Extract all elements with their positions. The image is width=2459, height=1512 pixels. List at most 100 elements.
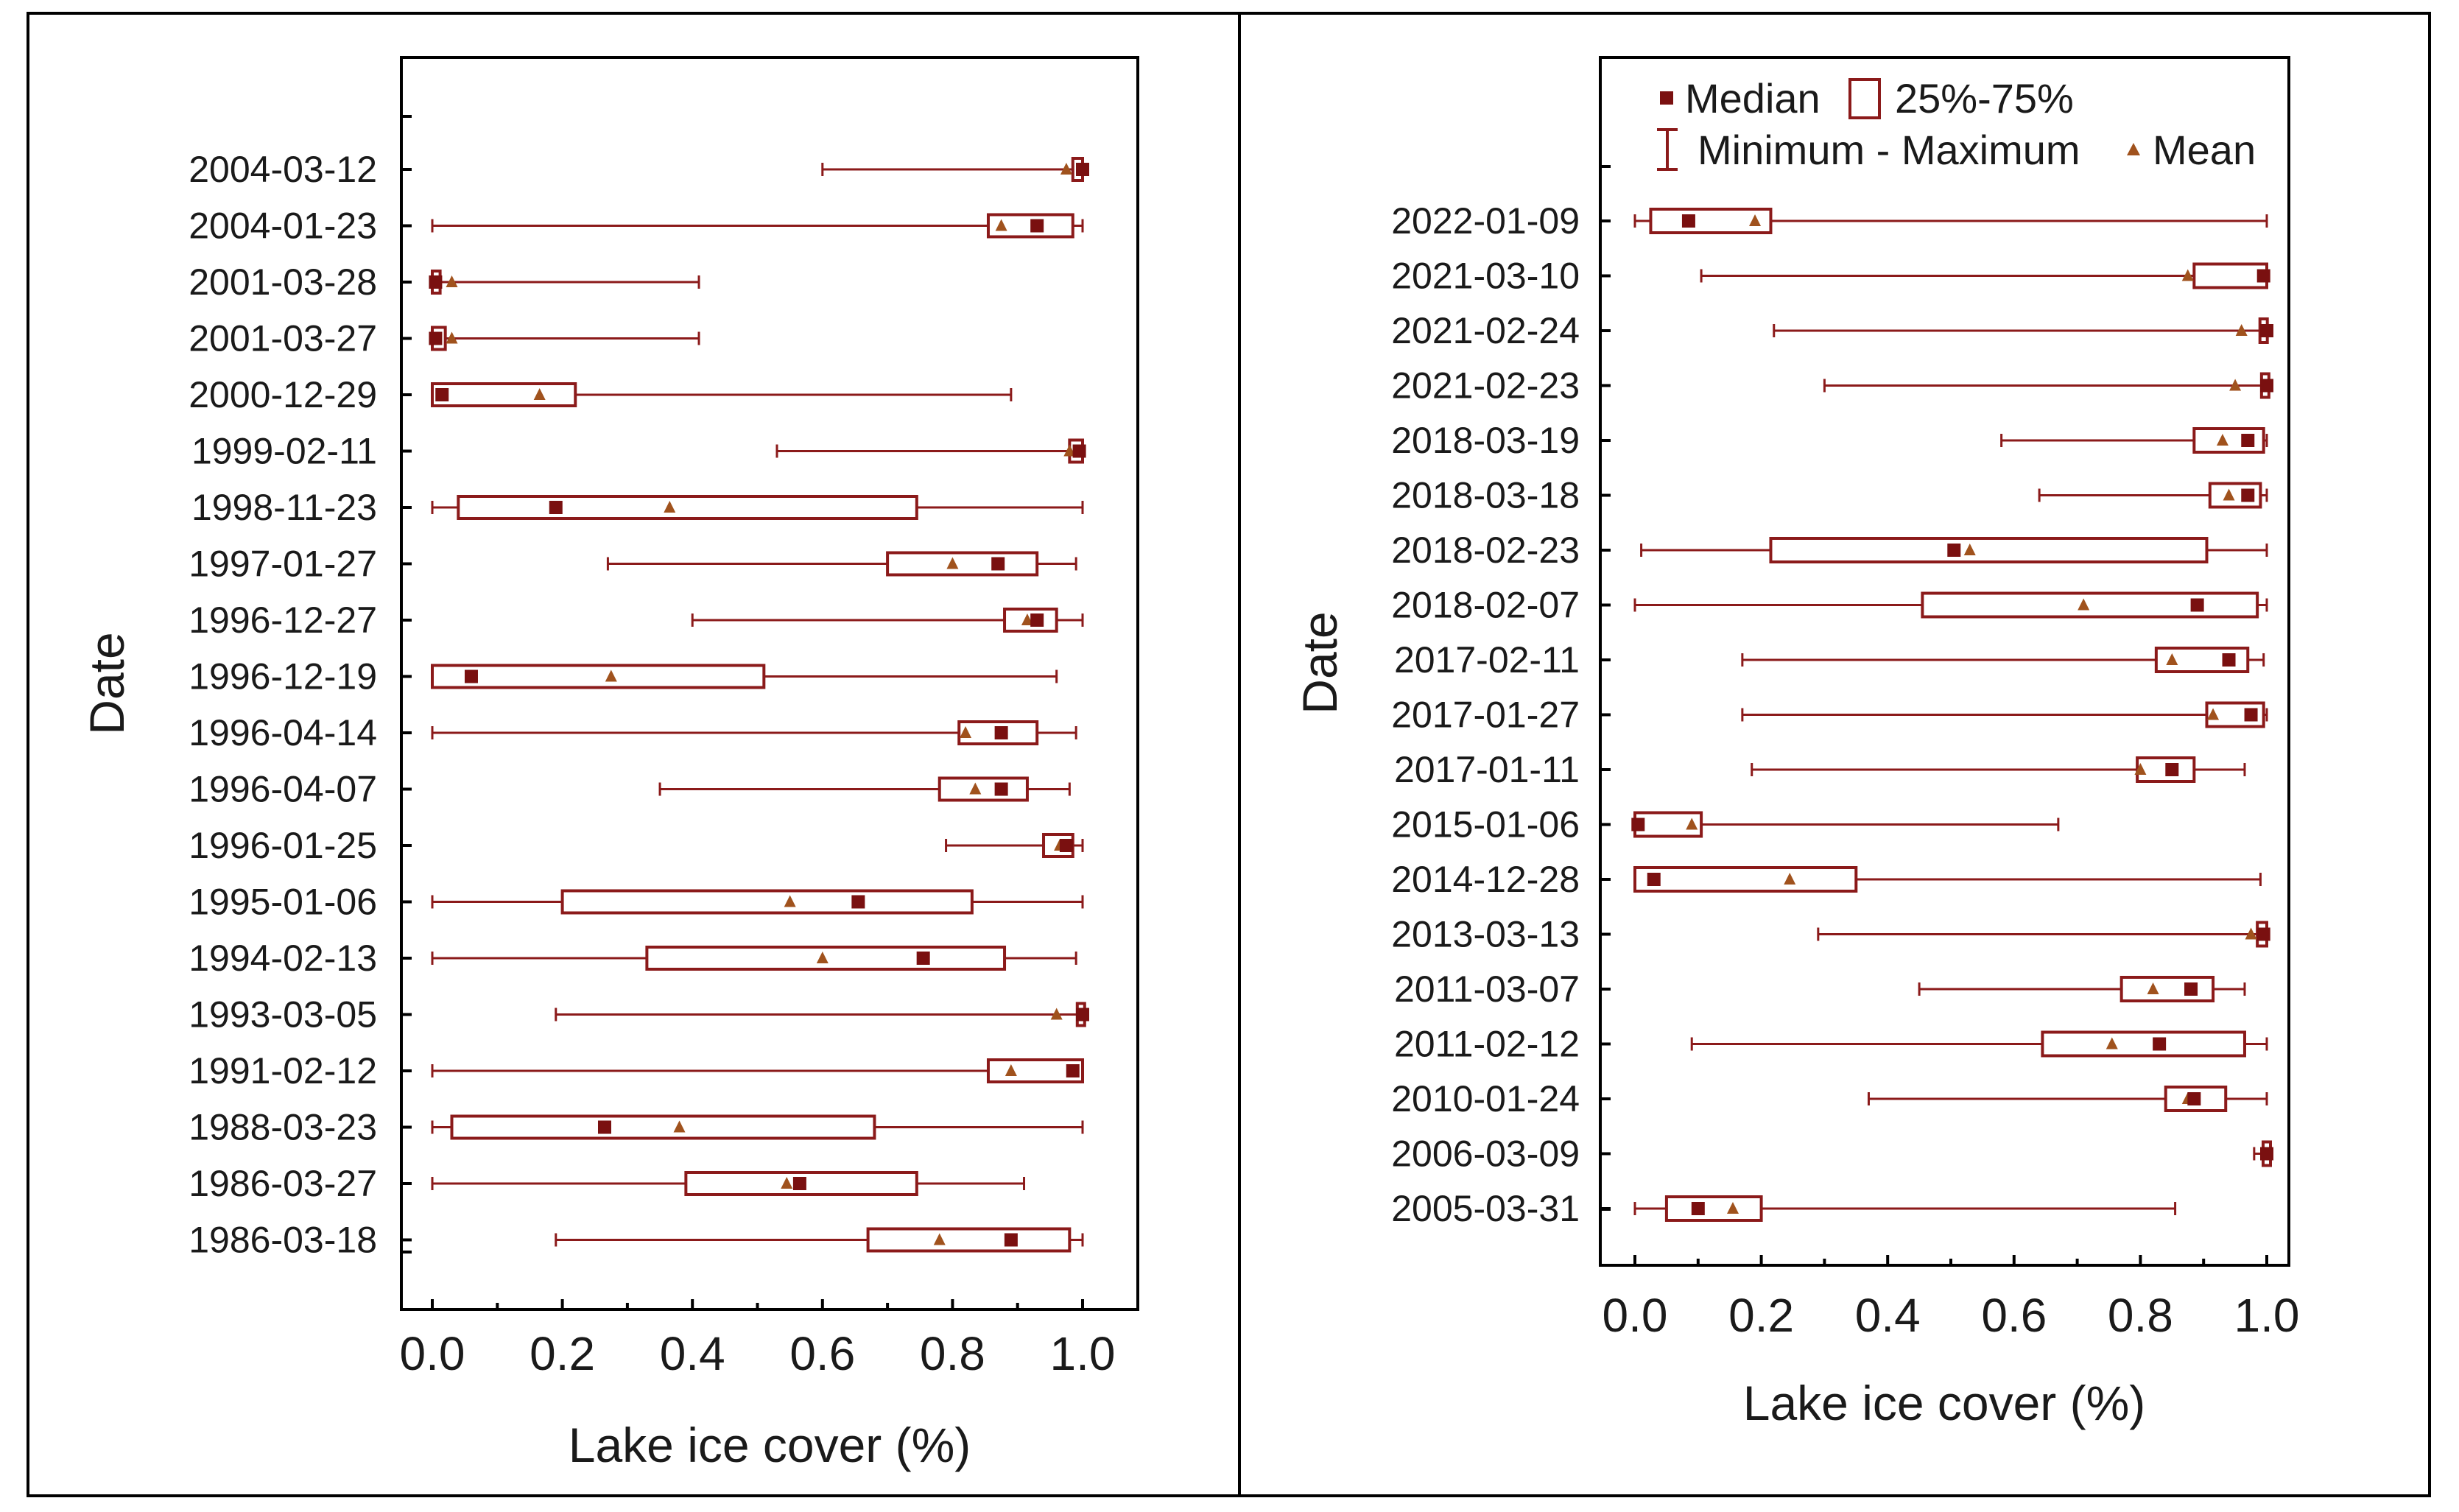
box-row — [1817, 921, 2270, 948]
y-tick-label: 2005-03-31 — [1391, 1188, 1580, 1229]
box-row — [2000, 427, 2268, 454]
mean-marker — [2147, 982, 2159, 994]
mean-marker — [2207, 708, 2220, 720]
iqr-box — [431, 382, 577, 407]
box-row — [1640, 537, 2268, 563]
median-marker — [1691, 1202, 1705, 1215]
y-tick-label: 2015-01-06 — [1391, 804, 1580, 845]
mean-marker — [933, 1233, 946, 1245]
box-row — [1918, 976, 2246, 1002]
iqr-box — [457, 495, 918, 520]
y-tick-label: 2006-03-09 — [1391, 1133, 1580, 1175]
median-marker — [1681, 214, 1695, 228]
y-tick-label: 2011-02-12 — [1394, 1024, 1580, 1065]
legend-range-label: Minimum - Maximum — [1698, 127, 2080, 173]
left-x-axis-title: Lake ice cover (%) — [569, 1418, 971, 1472]
box-row — [945, 833, 1084, 858]
mean-marker — [1686, 817, 1698, 830]
box-row — [431, 1058, 1084, 1083]
right-box-marks — [1631, 208, 2273, 1222]
median-marker — [1076, 163, 1089, 176]
iqr-box — [1003, 608, 1058, 633]
mean-marker — [969, 782, 982, 795]
mean-marker — [1963, 544, 1976, 555]
median-marker — [2184, 982, 2198, 996]
x-tick-label: 0.6 — [789, 1327, 855, 1380]
median-marker — [2244, 708, 2258, 722]
box-row — [431, 213, 1084, 239]
median-marker — [549, 501, 563, 514]
mean-marker — [2235, 324, 2248, 336]
iqr-box — [1921, 591, 2259, 619]
box-row — [1633, 591, 2268, 619]
mean-marker — [2229, 379, 2242, 391]
mean-marker — [2078, 598, 2090, 611]
y-tick-label: 2004-03-12 — [189, 149, 377, 190]
legend-median-label: Median — [1685, 75, 1820, 122]
x-tick-label: 1.0 — [2234, 1289, 2300, 1342]
iqr-box — [886, 551, 1039, 577]
iqr-box — [560, 889, 974, 915]
x-tick-label: 0.2 — [530, 1327, 595, 1380]
median-marker — [792, 1177, 806, 1190]
median-marker — [2256, 927, 2270, 941]
box-row — [431, 1171, 1026, 1196]
y-tick-label: 2010-01-24 — [1391, 1078, 1580, 1119]
y-tick-label: 2018-02-23 — [1391, 530, 1580, 571]
y-tick-label: 1991-02-12 — [189, 1050, 377, 1091]
box-row — [1690, 1030, 2268, 1058]
mean-marker — [533, 388, 546, 400]
box-row — [606, 551, 1077, 577]
mean-marker — [1726, 1202, 1739, 1214]
mean-marker — [1060, 163, 1072, 175]
mean-marker — [1005, 1064, 1017, 1076]
iqr-box — [2041, 1030, 2246, 1058]
y-tick-label: 2017-02-11 — [1394, 639, 1580, 681]
box-row — [775, 438, 1086, 464]
mean-marker — [2216, 434, 2228, 446]
box-row — [431, 720, 1077, 745]
y-tick-label: 1999-02-11 — [191, 431, 377, 472]
chart-right: 2022-01-09 2021-03-10 2021-02-24 2021-02-23… — [1292, 56, 2300, 1430]
median-marker — [1030, 219, 1044, 233]
y-tick-label: 2004-01-23 — [189, 205, 377, 247]
box-row — [431, 946, 1077, 971]
median-marker — [916, 952, 930, 965]
median-marker — [2260, 324, 2273, 337]
median-marker — [464, 669, 478, 683]
y-tick-label: 2000-12-29 — [189, 374, 377, 415]
iqr-box — [2119, 976, 2215, 1002]
y-tick-label: 2021-02-24 — [1391, 310, 1580, 351]
median-marker — [2241, 488, 2255, 502]
x-tick-label: 0.8 — [2108, 1289, 2173, 1342]
median-marker — [991, 557, 1005, 571]
y-tick-label: 1994-02-13 — [189, 938, 377, 979]
box-row — [431, 382, 1013, 407]
mean-marker — [1749, 214, 1762, 226]
box-row — [431, 1114, 1084, 1140]
median-marker — [597, 1120, 611, 1134]
mean-marker — [784, 895, 796, 907]
mean-marker — [2106, 1037, 2118, 1049]
mean-marker — [1063, 444, 1076, 457]
y-tick-label: 2001-03-28 — [189, 261, 377, 303]
box-row — [1741, 647, 2265, 673]
box-row — [1773, 317, 2273, 344]
legend-mean-marker — [2127, 143, 2140, 155]
box-row — [431, 495, 1084, 520]
x-tick-label: 0.4 — [1855, 1289, 1921, 1342]
legend-iqr-label: 25%-75% — [1895, 75, 2074, 122]
y-tick-label: 2021-03-10 — [1391, 256, 1580, 297]
box-row — [555, 1002, 1089, 1027]
mean-marker — [1050, 1008, 1063, 1020]
legend-median-marker — [1660, 91, 1673, 105]
box-row — [431, 664, 1058, 689]
y-tick-label: 1996-01-25 — [189, 825, 377, 866]
mean-marker — [1784, 873, 1796, 885]
y-tick-label: 2011-03-07 — [1394, 968, 1580, 1010]
y-tick-label: 2018-03-18 — [1391, 475, 1580, 516]
median-marker — [1072, 444, 1086, 458]
box-row — [1823, 372, 2273, 399]
mean-marker — [946, 557, 959, 569]
y-tick-label: 2018-02-07 — [1391, 585, 1580, 626]
